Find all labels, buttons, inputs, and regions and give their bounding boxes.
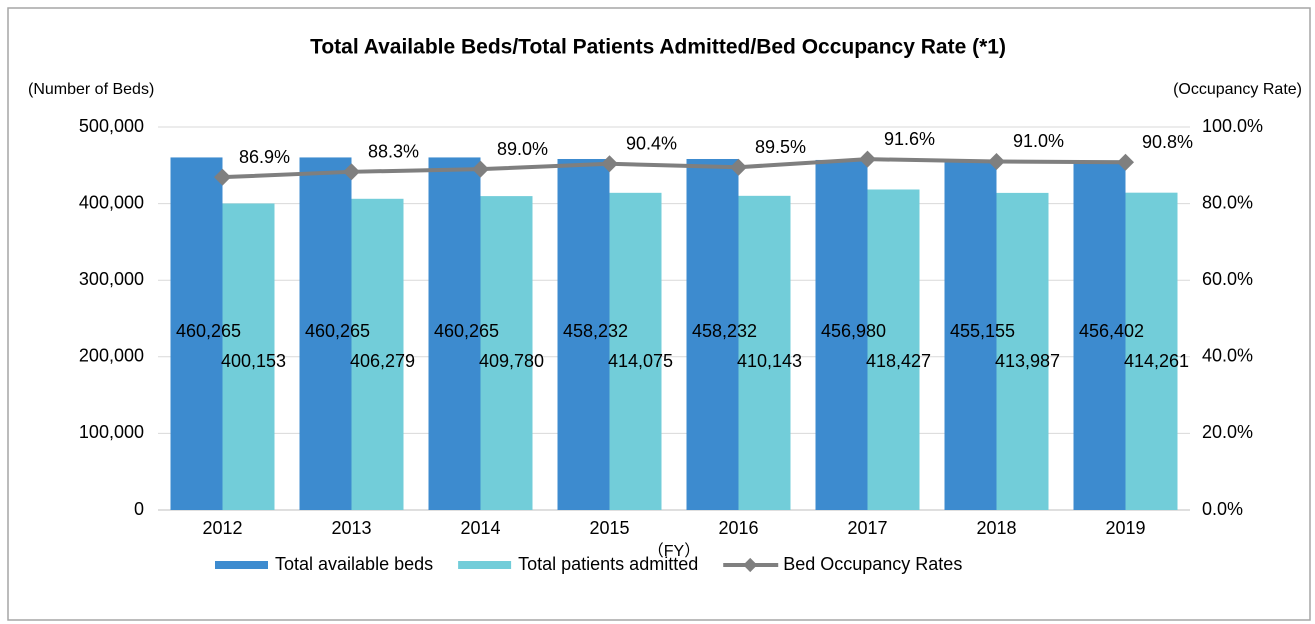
y-tick-label: 300,000 [79,269,144,289]
y-tick-label: 500,000 [79,116,144,136]
data-label: 89.5% [755,137,806,157]
bar [351,198,404,510]
y2-tick-label: 20.0% [1202,422,1253,442]
legend-label: Total patients admitted [518,554,698,574]
data-label: 418,427 [866,351,931,371]
data-label: 409,780 [479,351,544,371]
data-label: 460,265 [305,321,370,341]
bar [815,159,868,511]
marker [988,152,1005,170]
y2-tick-label: 100.0% [1202,116,1263,136]
chart-title: Total Available Beds/Total Patients Admi… [310,36,1006,59]
legend-marker [743,557,758,573]
x-axis-label: （FY） [648,542,700,560]
x-tick-label: 2014 [460,518,500,538]
marker [601,155,618,173]
data-label: 458,232 [692,321,757,341]
data-label: 89.0% [497,139,548,159]
y2-axis-label: (Occupancy Rate) [1173,81,1302,98]
x-tick-label: 2013 [331,518,371,538]
data-label: 406,279 [350,351,415,371]
x-tick-label: 2017 [847,518,887,538]
x-tick-label: 2018 [976,518,1016,538]
data-label: 413,987 [995,351,1060,371]
legend-swatch [215,561,268,569]
data-label: 90.4% [626,134,677,154]
y-tick-label: 200,000 [79,346,144,366]
bar [299,157,352,510]
x-tick-label: 2012 [202,518,242,538]
y-tick-label: 100,000 [79,422,144,442]
bar [867,189,920,510]
data-label: 91.6% [884,129,935,149]
data-label: 86.9% [239,147,290,167]
marker [859,150,876,168]
data-label: 460,265 [176,321,241,341]
x-tick-label: 2019 [1105,518,1145,538]
data-label: 414,261 [1124,351,1189,371]
bar [996,192,1049,510]
bar [428,157,481,510]
x-tick-label: 2016 [718,518,758,538]
legend-label: Bed Occupancy Rates [783,554,962,574]
data-label: 456,402 [1079,321,1144,341]
bar [609,192,662,510]
data-label: 455,155 [950,321,1015,341]
bar [222,203,275,511]
y2-tick-label: 80.0% [1202,192,1253,212]
x-tick-label: 2015 [589,518,629,538]
data-label: 456,980 [821,321,886,341]
bar [738,195,791,511]
data-label: 414,075 [608,351,673,371]
data-label: 410,143 [737,351,802,371]
bar [170,157,223,510]
y2-tick-label: 0.0% [1202,499,1243,519]
marker [214,168,231,186]
data-label: 458,232 [563,321,628,341]
line [222,157,1126,180]
y-tick-label: 0 [134,499,144,519]
bar [686,158,739,510]
data-label: 460,265 [434,321,499,341]
bar [1125,192,1178,510]
marker [730,158,747,176]
bar [480,196,533,510]
data-label: 88.3% [368,142,419,162]
data-label: 400,153 [221,351,286,371]
y-tick-label: 400,000 [79,192,144,212]
bar [944,161,997,511]
legend-label: Total available beds [275,554,433,574]
bar [1073,160,1126,511]
y2-tick-label: 60.0% [1202,269,1253,289]
data-label: 91.0% [1013,131,1064,151]
y2-tick-label: 40.0% [1202,346,1253,366]
legend-swatch [458,561,512,569]
marker [343,163,360,181]
marker [472,160,489,178]
bar [557,158,610,510]
data-label: 90.8% [1142,132,1193,152]
y-axis-label: (Number of Beds) [28,81,154,98]
